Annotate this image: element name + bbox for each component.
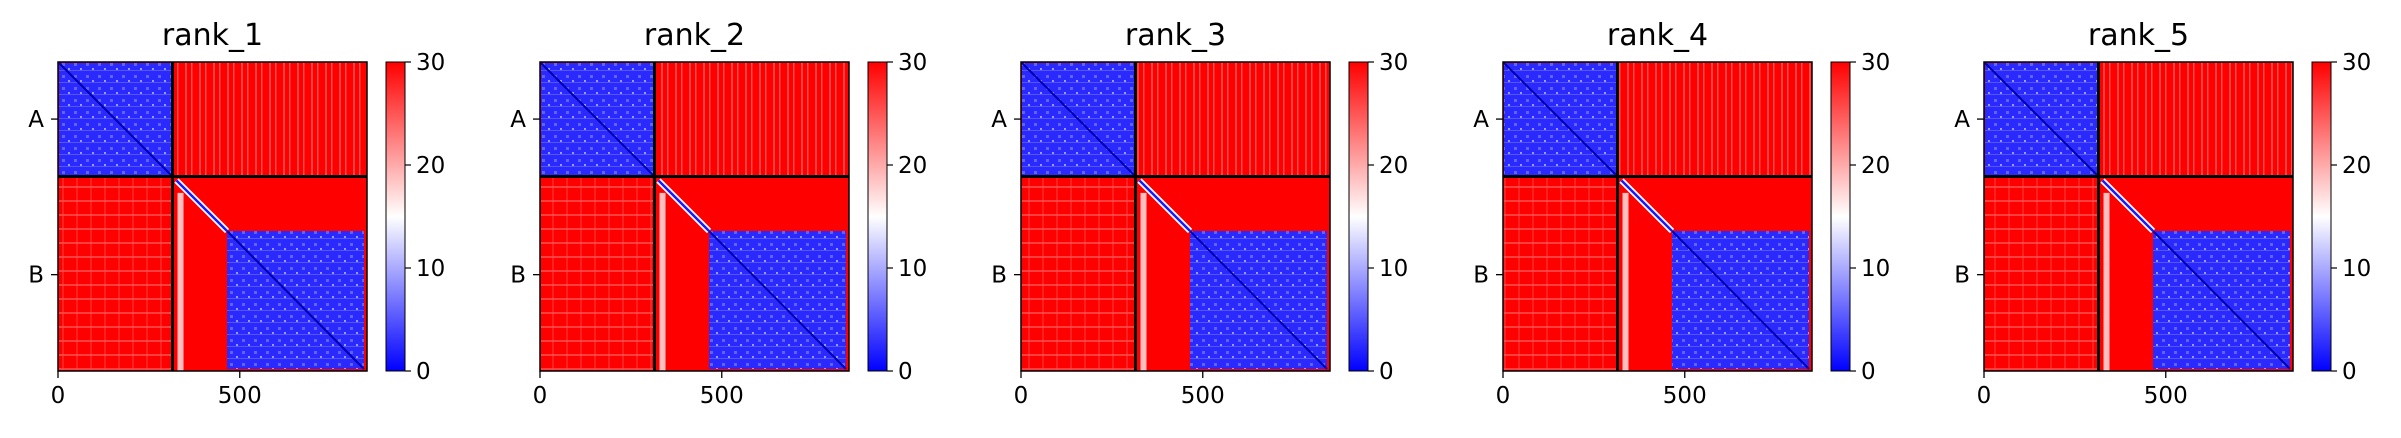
colorbar-tick-label: 30 bbox=[1379, 50, 1408, 76]
diagonal-b bbox=[1189, 230, 1328, 370]
x-tick-label: 0 bbox=[51, 383, 66, 409]
panel-title: rank_1 bbox=[162, 18, 263, 53]
interchain-block-ab bbox=[654, 62, 849, 177]
x-tick-label: 500 bbox=[700, 383, 744, 409]
colorbar-tick-label: 30 bbox=[898, 50, 927, 76]
colorbar-tick-label: 10 bbox=[1861, 256, 1890, 282]
colorbar-frame bbox=[1348, 61, 1369, 372]
colorbar bbox=[2312, 62, 2331, 371]
colorbar bbox=[868, 62, 887, 371]
interchain-block-ba bbox=[1021, 176, 1136, 371]
heatmap-panel: rank_1 0 500 A B 0 10 20 30 bbox=[28, 18, 445, 409]
y-tick-label: B bbox=[510, 263, 526, 289]
panel-title: rank_3 bbox=[1125, 18, 1226, 53]
linker-diagonal bbox=[657, 179, 710, 232]
y-tick-label: B bbox=[1473, 263, 1489, 289]
colorbar-tick-label: 20 bbox=[2342, 153, 2371, 179]
interchain-block-ba bbox=[1984, 176, 2099, 371]
colorbar-frame bbox=[385, 61, 406, 372]
y-tick-label: A bbox=[510, 107, 526, 133]
linker-diagonal bbox=[1620, 179, 1673, 232]
heatmap-panel: rank_3 0 500 A B 0 10 20 30 bbox=[991, 18, 1408, 409]
x-tick-label: 500 bbox=[218, 383, 262, 409]
y-tick-label: B bbox=[991, 263, 1007, 289]
interchain-block-ab bbox=[1617, 62, 1812, 177]
colorbar bbox=[1349, 62, 1368, 371]
colorbar-tick-label: 0 bbox=[898, 359, 913, 385]
interchain-block-ab bbox=[1135, 62, 1330, 177]
colorbar-tick-label: 20 bbox=[416, 153, 445, 179]
axes-frame bbox=[1502, 61, 1813, 372]
diagonal-a bbox=[1503, 62, 1618, 177]
interchain-block-ab bbox=[172, 62, 367, 177]
colorbar-frame bbox=[2311, 61, 2332, 372]
y-tick-label: A bbox=[991, 107, 1007, 133]
colorbar-tick-label: 20 bbox=[898, 153, 927, 179]
x-tick-label: 500 bbox=[1663, 383, 1707, 409]
x-tick-label: 0 bbox=[1977, 383, 1992, 409]
diagonal-b bbox=[1671, 230, 1810, 370]
diagonal-b bbox=[708, 230, 847, 370]
y-tick-label: A bbox=[28, 107, 44, 133]
x-tick-label: 0 bbox=[533, 383, 548, 409]
interchain-block-ba bbox=[1503, 176, 1618, 371]
linker-diagonal bbox=[2101, 179, 2154, 232]
diagonal-a bbox=[540, 62, 655, 177]
edge-strip bbox=[177, 192, 184, 371]
x-tick-label: 500 bbox=[2144, 383, 2188, 409]
y-tick-label: A bbox=[1954, 107, 1970, 133]
heatmap-panel: rank_4 0 500 A B 0 10 20 30 bbox=[1473, 18, 1890, 409]
colorbar-tick-label: 10 bbox=[1379, 256, 1408, 282]
colorbar-tick-label: 0 bbox=[416, 359, 431, 385]
diagonal-a bbox=[58, 62, 173, 177]
colorbar bbox=[1831, 62, 1850, 371]
heatmap-panel: rank_2 0 500 A B 0 10 20 30 bbox=[510, 18, 927, 409]
linker-diagonal bbox=[1138, 179, 1191, 232]
colorbar-tick-label: 30 bbox=[1861, 50, 1890, 76]
diagonal-b bbox=[2152, 230, 2291, 370]
edge-strip bbox=[1140, 192, 1147, 371]
interchain-block-ba bbox=[540, 176, 655, 371]
colorbar-tick-label: 0 bbox=[2342, 359, 2357, 385]
colorbar-tick-label: 0 bbox=[1861, 359, 1876, 385]
x-tick-label: 0 bbox=[1496, 383, 1511, 409]
colorbar-tick-label: 10 bbox=[416, 256, 445, 282]
diagonal-b bbox=[226, 230, 365, 370]
axes-frame bbox=[539, 61, 850, 372]
colorbar-tick-label: 10 bbox=[2342, 256, 2371, 282]
x-tick-label: 500 bbox=[1181, 383, 1225, 409]
interchain-block-ab bbox=[2098, 62, 2293, 177]
heatmap-panel: rank_5 0 500 A B 0 10 20 30 bbox=[1954, 18, 2371, 409]
colorbar-tick-label: 30 bbox=[2342, 50, 2371, 76]
edge-strip bbox=[1622, 192, 1629, 371]
panel-title: rank_5 bbox=[2088, 18, 2189, 53]
panel-title: rank_2 bbox=[644, 18, 745, 53]
colorbar-tick-label: 30 bbox=[416, 50, 445, 76]
colorbar-frame bbox=[867, 61, 888, 372]
y-tick-label: B bbox=[28, 263, 44, 289]
linker-diagonal bbox=[175, 179, 228, 232]
colorbar bbox=[386, 62, 405, 371]
axes-frame bbox=[57, 61, 368, 372]
axes-frame bbox=[1983, 61, 2294, 372]
edge-strip bbox=[2103, 192, 2110, 371]
interchain-block-ba bbox=[58, 176, 173, 371]
colorbar-tick-label: 0 bbox=[1379, 359, 1394, 385]
colorbar-tick-label: 20 bbox=[1379, 153, 1408, 179]
axes-frame bbox=[1020, 61, 1331, 372]
colorbar-frame bbox=[1830, 61, 1851, 372]
colorbar-tick-label: 10 bbox=[898, 256, 927, 282]
diagonal-a bbox=[1984, 62, 2099, 177]
y-tick-label: B bbox=[1954, 263, 1970, 289]
diagonal-a bbox=[1021, 62, 1136, 177]
y-tick-label: A bbox=[1473, 107, 1489, 133]
x-tick-label: 0 bbox=[1014, 383, 1029, 409]
colorbar-tick-label: 20 bbox=[1861, 153, 1890, 179]
edge-strip bbox=[659, 192, 666, 371]
panel-title: rank_4 bbox=[1607, 18, 1708, 53]
